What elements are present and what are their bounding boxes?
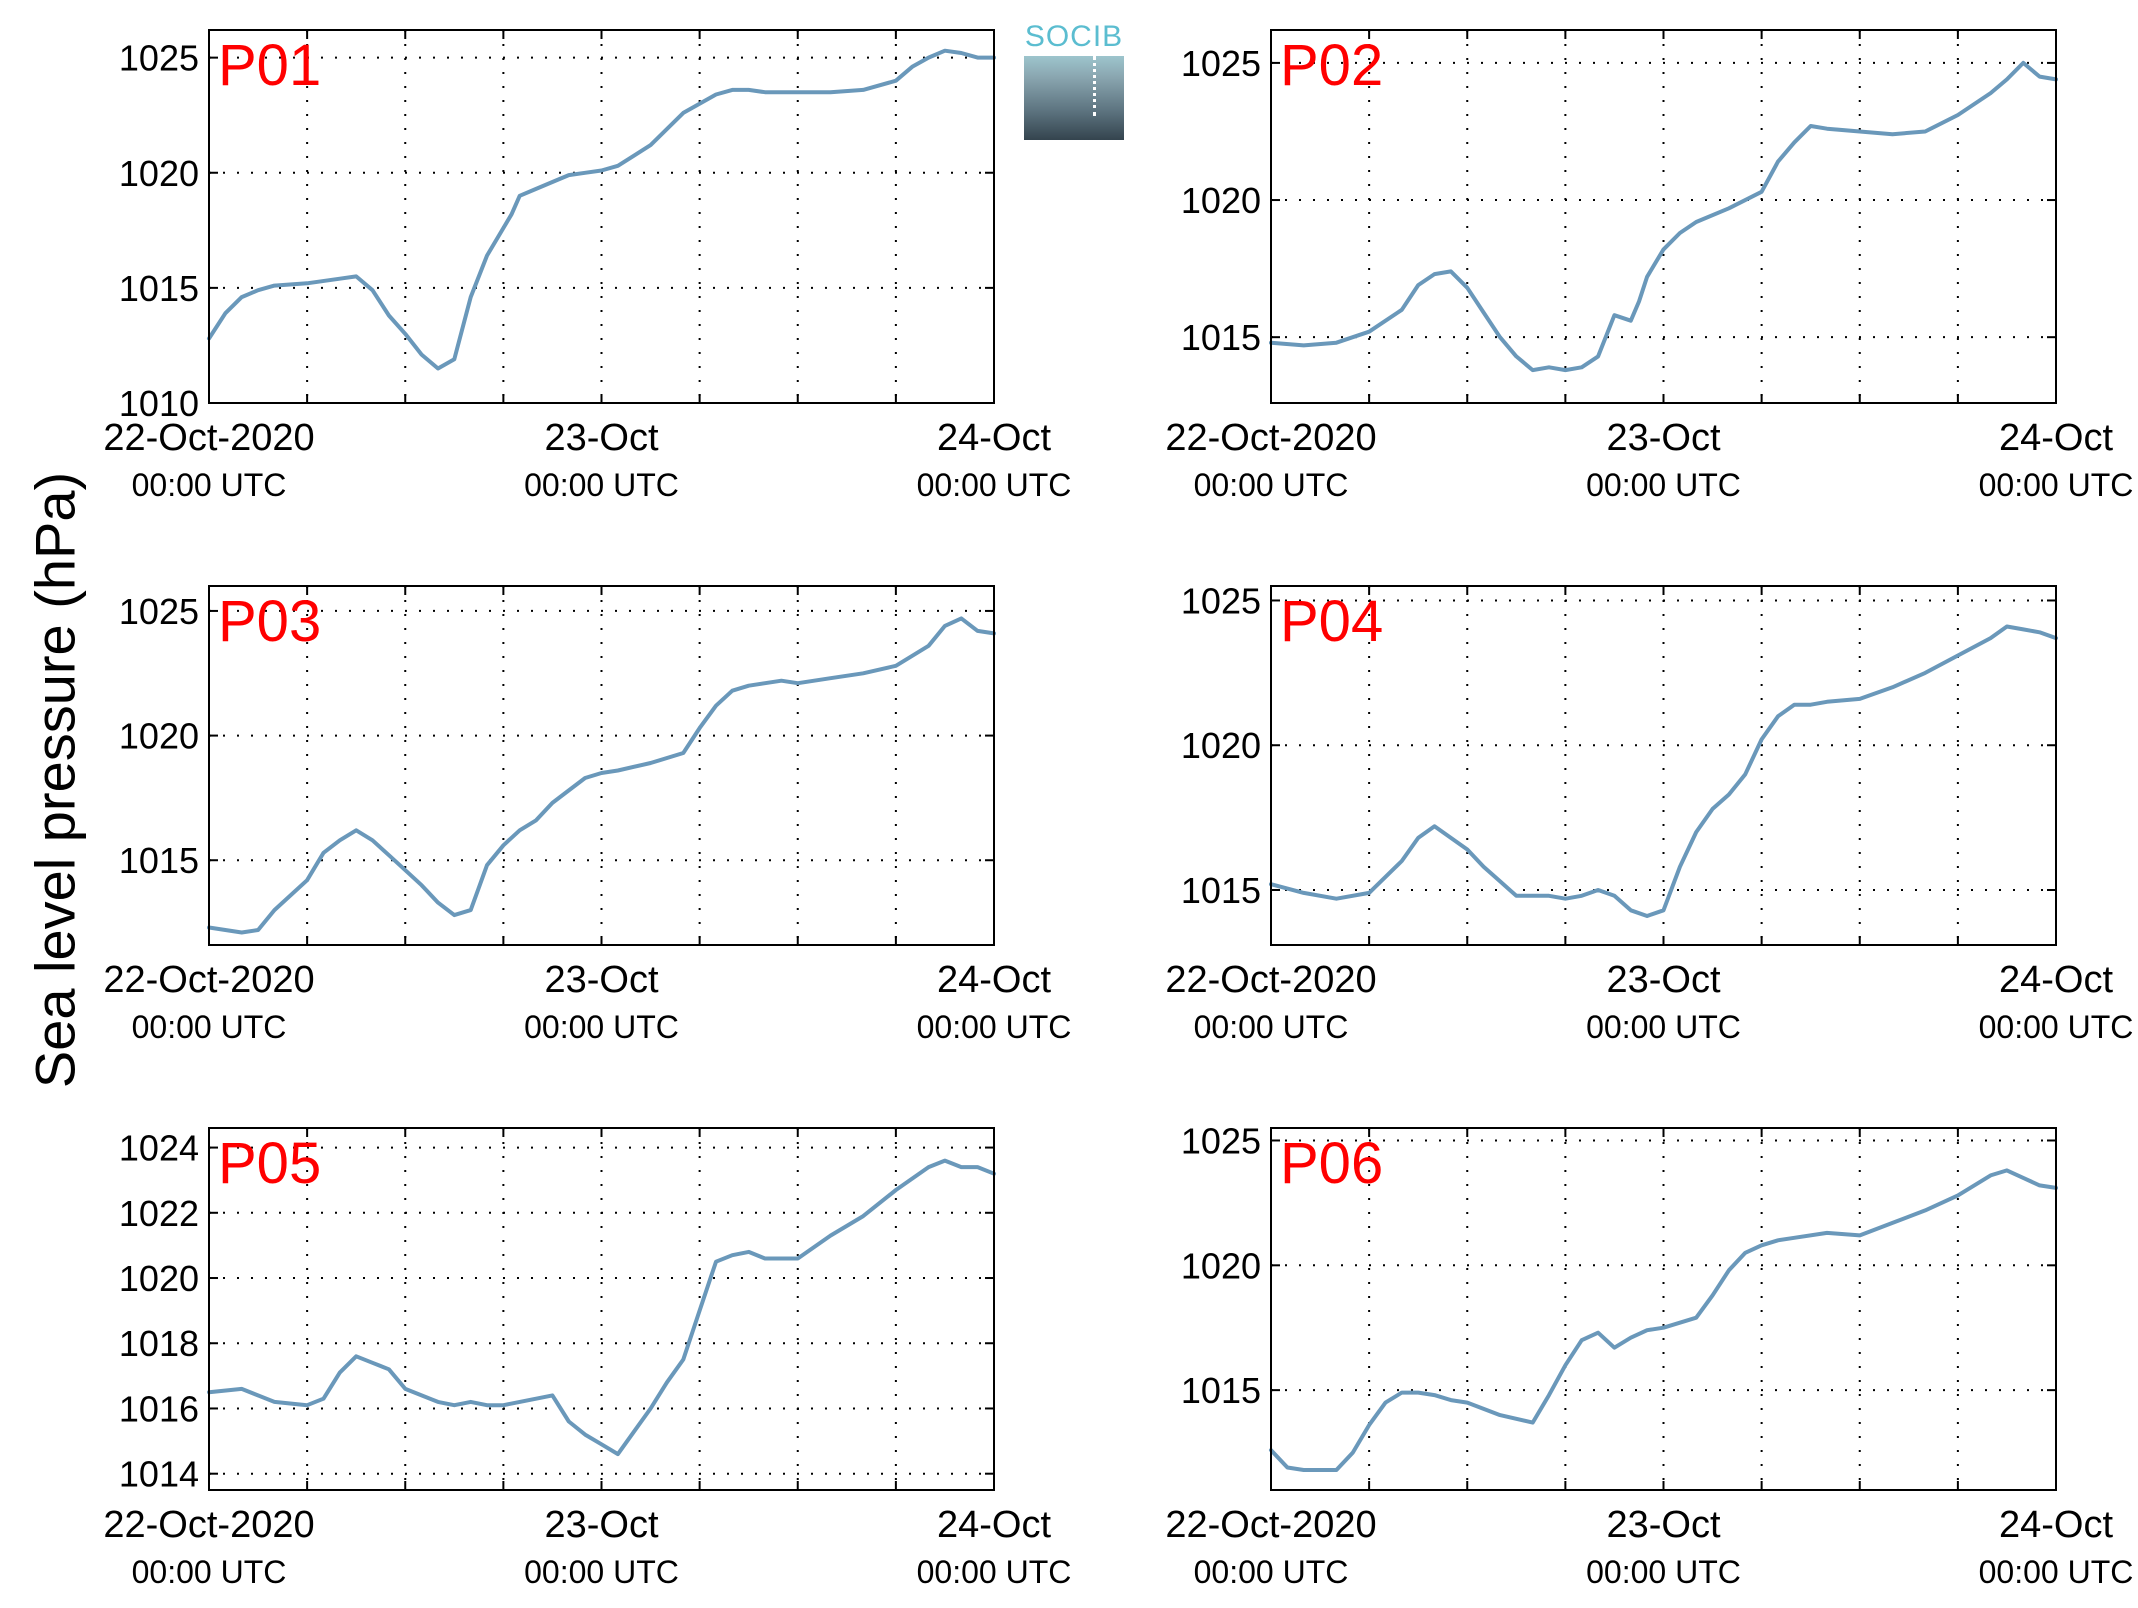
- x-tick-label-date: 22-Oct-2020: [1165, 1504, 1376, 1546]
- x-tick-label-time: 00:00 UTC: [524, 1554, 679, 1590]
- x-tick-label-date: 22-Oct-2020: [103, 1504, 314, 1546]
- x-tick-label-time: 00:00 UTC: [132, 467, 287, 503]
- y-tick-label: 1025: [119, 38, 199, 79]
- x-tick-label-date: 24-Oct: [937, 1504, 1051, 1546]
- socib-logo: SOCIB: [1023, 20, 1125, 140]
- panel-label: P06: [1280, 1131, 1383, 1196]
- panel-label: P02: [1280, 33, 1383, 98]
- y-tick-label: 1025: [119, 591, 199, 632]
- x-tick-label-date: 22-Oct-2020: [1165, 417, 1376, 459]
- y-tick-label: 1025: [1181, 1120, 1261, 1161]
- x-tick-label-time: 00:00 UTC: [132, 1554, 287, 1590]
- y-tick-label: 1015: [1181, 870, 1261, 911]
- series-line: [207, 1158, 996, 1457]
- axes-frame: [1270, 1127, 2057, 1491]
- x-tick-label-time: 00:00 UTC: [917, 467, 1072, 503]
- x-tick-label-date: 23-Oct: [1606, 1504, 1720, 1546]
- y-tick-label: 1016: [119, 1388, 199, 1429]
- y-tick-label: 1022: [119, 1193, 199, 1234]
- y-tick-label: 1020: [119, 716, 199, 757]
- panel-p02: 1015 1020 1025 P02 22-Oct-2020 00:00 UTC 23-Oc…: [1165, 29, 2134, 503]
- x-tick-label-date: 23-Oct: [1606, 417, 1720, 459]
- x-tick-label-date: 24-Oct: [1999, 959, 2113, 1001]
- x-tick-label-date: 24-Oct: [1999, 1504, 2113, 1546]
- y-tick-label: 1020: [1181, 725, 1261, 766]
- logo-graphic: [1024, 56, 1124, 140]
- x-tick-label-time: 00:00 UTC: [1979, 1009, 2134, 1045]
- panel-p01: 1010 1015 1020 1025 P01 22-Oct-2020 00:00 UTC 2…: [103, 29, 1072, 503]
- y-tick-label: 1020: [1181, 180, 1261, 221]
- y-tick-label: 1010: [119, 383, 199, 424]
- x-tick-label-date: 23-Oct: [544, 959, 658, 1001]
- axes-frame: [208, 585, 995, 946]
- logo-text: SOCIB: [1024, 20, 1124, 53]
- x-tick-label-time: 00:00 UTC: [1194, 1554, 1349, 1590]
- x-tick-label-time: 00:00 UTC: [917, 1554, 1072, 1590]
- y-tick-label: 1020: [119, 1258, 199, 1299]
- series-line: [1269, 624, 2058, 918]
- panel-p05: 1014 1016 1018 1020 1022 1024 P05 22-Oct-2020 00…: [103, 1127, 1072, 1590]
- y-tick-label: 1025: [1181, 580, 1261, 621]
- series-line: [1269, 60, 2058, 373]
- x-tick-label-date: 22-Oct-2020: [103, 959, 314, 1001]
- x-tick-label-time: 00:00 UTC: [1979, 467, 2134, 503]
- y-tick-label: 1015: [119, 268, 199, 309]
- x-tick-label-date: 22-Oct-2020: [1165, 959, 1376, 1001]
- x-tick-label-time: 00:00 UTC: [1979, 1554, 2134, 1590]
- x-tick-label-time: 00:00 UTC: [1586, 1009, 1741, 1045]
- x-tick-label-time: 00:00 UTC: [1586, 1554, 1741, 1590]
- axes-frame: [208, 29, 995, 404]
- axes-frame: [1270, 585, 2057, 946]
- panel-label: P05: [218, 1131, 321, 1196]
- x-tick-label-date: 23-Oct: [544, 417, 658, 459]
- x-tick-label-date: 22-Oct-2020: [103, 417, 314, 459]
- panel-label: P01: [218, 33, 321, 98]
- y-tick-label: 1015: [1181, 317, 1261, 358]
- x-tick-label-date: 24-Oct: [1999, 417, 2113, 459]
- x-tick-label-time: 00:00 UTC: [1194, 1009, 1349, 1045]
- x-tick-label-date: 24-Oct: [937, 417, 1051, 459]
- y-tick-label: 1014: [119, 1454, 199, 1495]
- series-line: [1269, 1168, 2058, 1472]
- y-tick-label: 1020: [1181, 1245, 1261, 1286]
- y-tick-label: 1015: [119, 840, 199, 881]
- panel-p06: 1015 1020 1025 P06 22-Oct-2020 00:00 UTC 23-Oc…: [1165, 1120, 2133, 1590]
- panel-label: P04: [1280, 589, 1383, 654]
- y-tick-label: 1020: [119, 153, 199, 194]
- logo-dotted-line: [1093, 56, 1096, 116]
- series-line: [207, 48, 996, 371]
- panel-p03: 1015 1020 1025 P03 22-Oct-2020 00:00 UTC 23-Oc…: [103, 585, 1072, 1045]
- x-tick-label-date: 23-Oct: [544, 1504, 658, 1546]
- axes-frame: [1270, 29, 2057, 404]
- x-tick-label-time: 00:00 UTC: [524, 1009, 679, 1045]
- x-tick-label-time: 00:00 UTC: [1586, 467, 1741, 503]
- x-tick-label-date: 24-Oct: [937, 959, 1051, 1001]
- series-line: [207, 616, 996, 935]
- x-tick-label-time: 00:00 UTC: [1194, 467, 1349, 503]
- x-tick-label-time: 00:00 UTC: [132, 1009, 287, 1045]
- y-tick-label: 1018: [119, 1323, 199, 1364]
- x-tick-label-time: 00:00 UTC: [917, 1009, 1072, 1045]
- x-tick-label-date: 23-Oct: [1606, 959, 1720, 1001]
- panel-label: P03: [218, 589, 321, 654]
- x-tick-label-time: 00:00 UTC: [524, 467, 679, 503]
- axes-frame: [208, 1127, 995, 1491]
- panel-p04: 1015 1020 1025 P04 22-Oct-2020 00:00 UTC 23-Oc…: [1165, 580, 2133, 1045]
- y-tick-label: 1025: [1181, 43, 1261, 84]
- y-tick-label: 1015: [1181, 1370, 1261, 1411]
- y-tick-label: 1024: [119, 1128, 199, 1169]
